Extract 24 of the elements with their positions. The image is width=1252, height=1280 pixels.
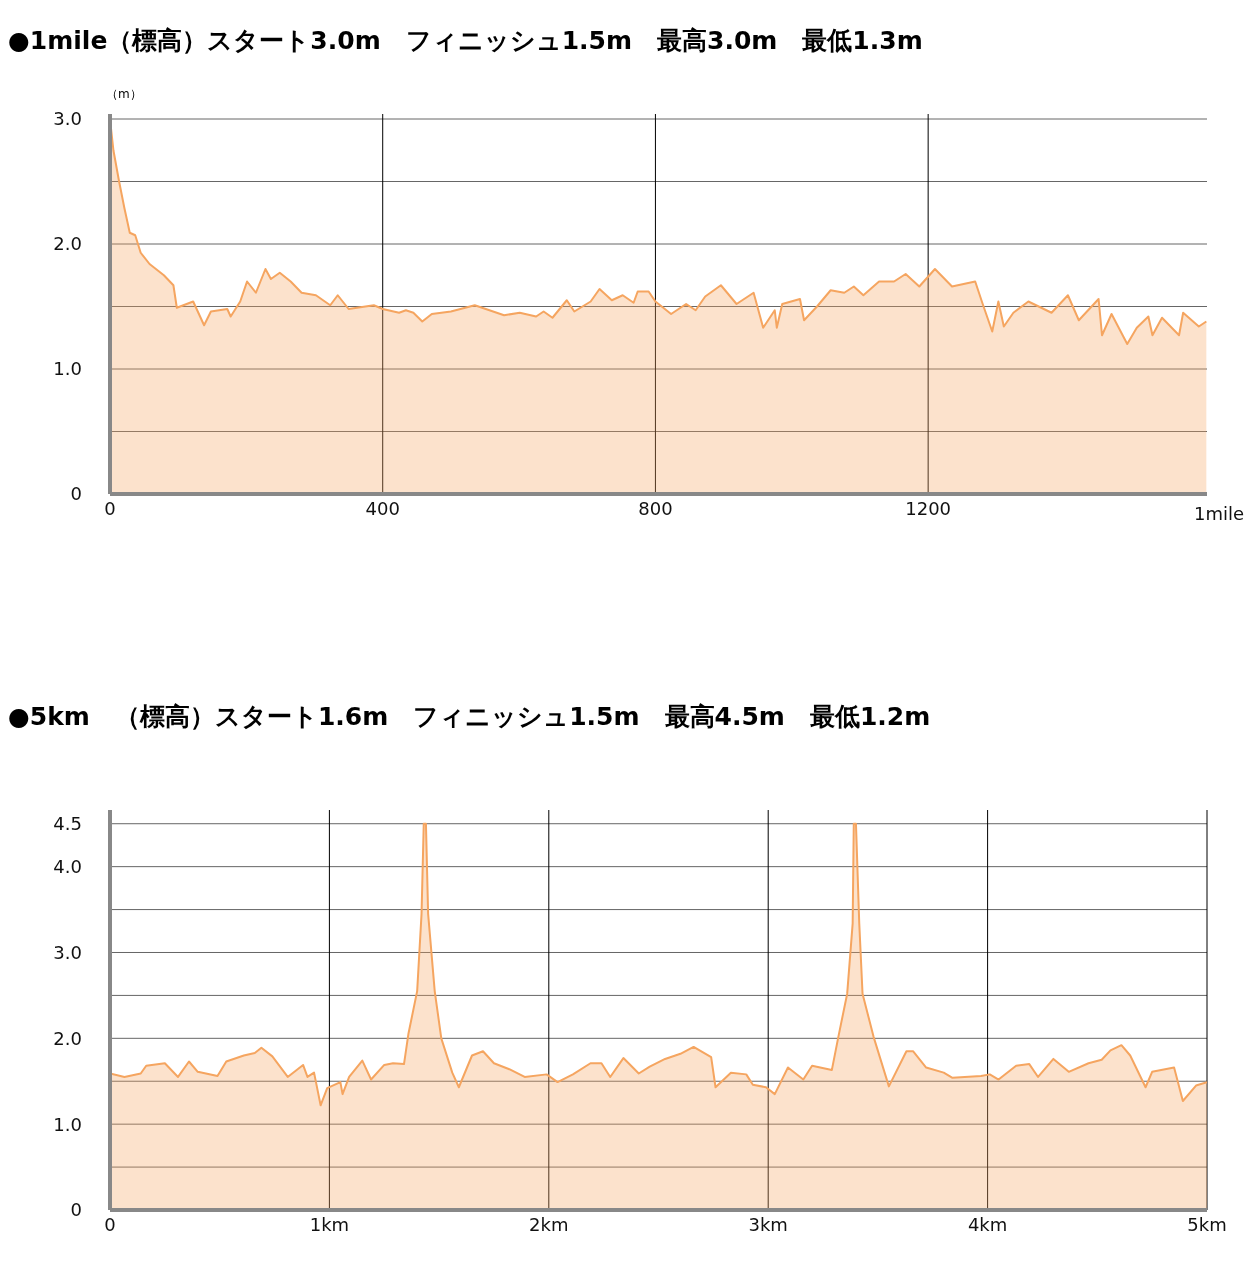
x-tick-label: 0 [104,1213,116,1235]
x-tick-label: 4km [967,1213,1008,1235]
y-tick-label: 2.0 [53,1027,82,1049]
y-tick-label: 1.0 [53,358,82,380]
y-tick-label: 4.0 [53,856,82,878]
x-axis-title: 1mile [1193,503,1244,524]
chart-title: ●1mile（標高）スタート3.0m フィニッシュ1.5m 最高3.0m 最低1.3m [8,25,924,57]
y-tick-label: 3.0 [53,108,82,130]
x-tick-label: 0 [104,497,116,519]
x-tick-label: 800 [638,497,673,519]
x-tick-label: 400 [365,497,400,519]
x-tick-label: 1200 [905,497,952,519]
y-tick-label: 1.0 [53,1113,82,1135]
x-tick-label: 1km [309,1213,350,1235]
x-tick-label: 3km [748,1213,788,1235]
y-tick-label: 4.5 [53,813,82,835]
x-tick-label: 2km [529,1213,569,1235]
chart-title: ●5km （標高）スタート1.6m フィニッシュ1.5m 最高4.5m 最低1.2m [8,701,932,733]
y-tick-label: 3.0 [53,941,82,963]
x-tick-label: 5km [1187,1213,1227,1235]
y-axis-title: （m） [106,86,142,103]
y-tick-label: 0 [70,1199,82,1221]
y-tick-label: 0 [70,483,82,505]
y-tick-label: 2.0 [53,233,82,255]
